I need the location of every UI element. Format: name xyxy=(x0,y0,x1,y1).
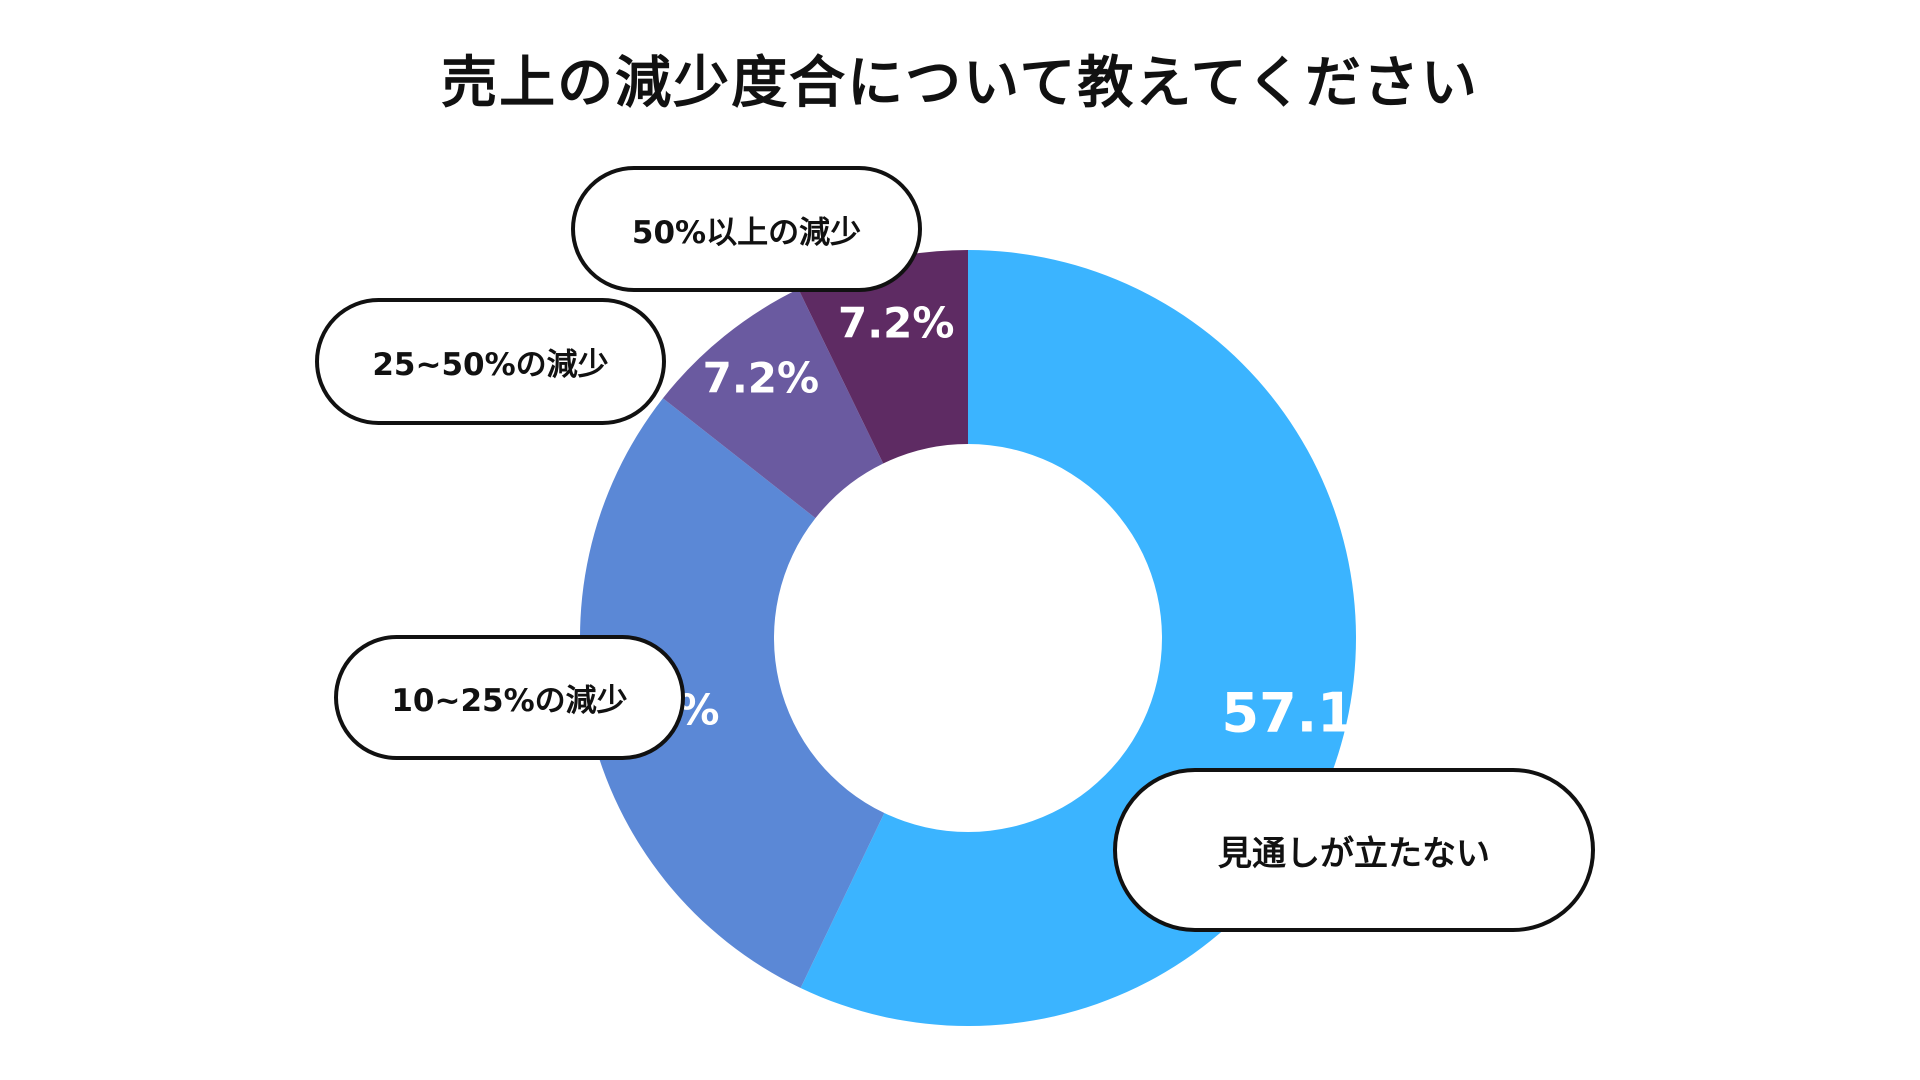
slice-value-label-0: 57.1% xyxy=(1222,681,1409,744)
slice-value-label-2: 7.2% xyxy=(703,354,819,403)
chart-title: 売上の減少度合について教えてください xyxy=(441,51,1479,116)
slice-value-label-3: 7.2% xyxy=(838,299,954,348)
callout-label-1: 10~25%の減少 xyxy=(334,635,685,760)
donut-slice-2 xyxy=(662,289,884,519)
callout-label-2: 25~50%の減少 xyxy=(315,298,666,425)
callout-label-0: 見通しが立たない xyxy=(1113,768,1595,932)
callout-label-3: 50%以上の減少 xyxy=(571,166,922,292)
donut-slice-3 xyxy=(798,250,968,464)
donut-slice-1 xyxy=(579,398,885,989)
